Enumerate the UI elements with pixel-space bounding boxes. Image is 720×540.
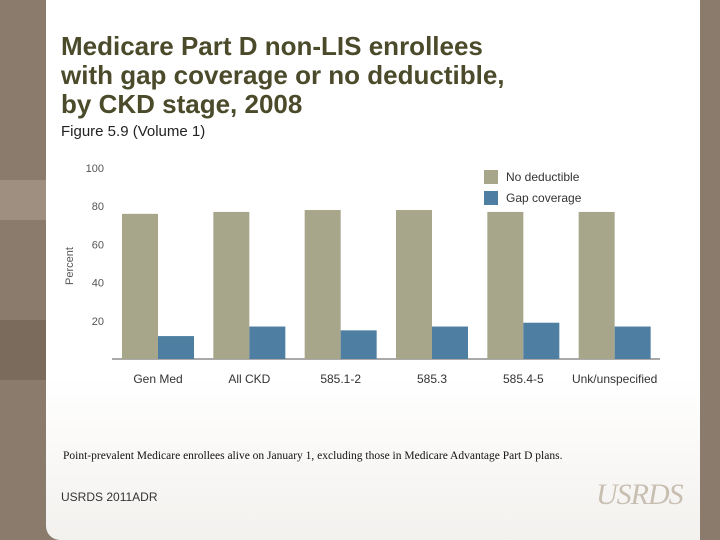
y-tick-label: 20: [92, 316, 104, 328]
legend-label: No deductible: [506, 170, 580, 184]
y-axis-title: Percent: [64, 247, 76, 285]
bar-no-deductible: [304, 210, 341, 359]
bar-no-deductible: [122, 213, 158, 359]
bar-gap-coverage: [523, 322, 560, 359]
bar-no-deductible: [487, 211, 524, 359]
y-tick-label: 80: [92, 201, 104, 213]
x-category-label: Unk/unspecified: [572, 372, 657, 386]
x-category-label: 585.4-5: [503, 372, 544, 386]
bar-gap-coverage: [432, 326, 468, 359]
x-category-label: All CKD: [228, 372, 270, 386]
bar-gap-coverage: [249, 326, 286, 359]
legend-swatch: [484, 191, 498, 205]
title-line-1: Medicare Part D non-LIS enrollees: [61, 31, 483, 61]
title-line-2: with gap coverage or no deductible,: [61, 60, 505, 90]
bar-no-deductible: [213, 211, 250, 359]
footnote: Point-prevalent Medicare enrollees alive…: [63, 450, 563, 462]
bar-no-deductible: [578, 211, 615, 359]
bar-gap-coverage: [614, 326, 651, 359]
legend-swatch: [484, 170, 498, 184]
legend-label: Gap coverage: [506, 191, 582, 205]
bar-no-deductible: [396, 210, 432, 359]
slide-title: Medicare Part D non-LIS enrollees with g…: [61, 32, 621, 119]
y-tick-label: 100: [86, 163, 104, 175]
x-category-label: Gen Med: [133, 372, 182, 386]
bar-gap-coverage: [340, 330, 377, 359]
y-tick-label: 60: [92, 239, 104, 251]
figure-subtitle: Figure 5.9 (Volume 1): [61, 123, 206, 140]
y-tick-label: 40: [92, 278, 104, 290]
x-category-label: 585.3: [417, 372, 447, 386]
bar-gap-coverage: [158, 336, 194, 359]
x-category-label: 585.1-2: [320, 372, 361, 386]
usrds-logo: USRDS: [596, 478, 684, 511]
source-label: USRDS 2011ADR: [61, 490, 158, 504]
title-line-3: by CKD stage, 2008: [61, 89, 303, 119]
